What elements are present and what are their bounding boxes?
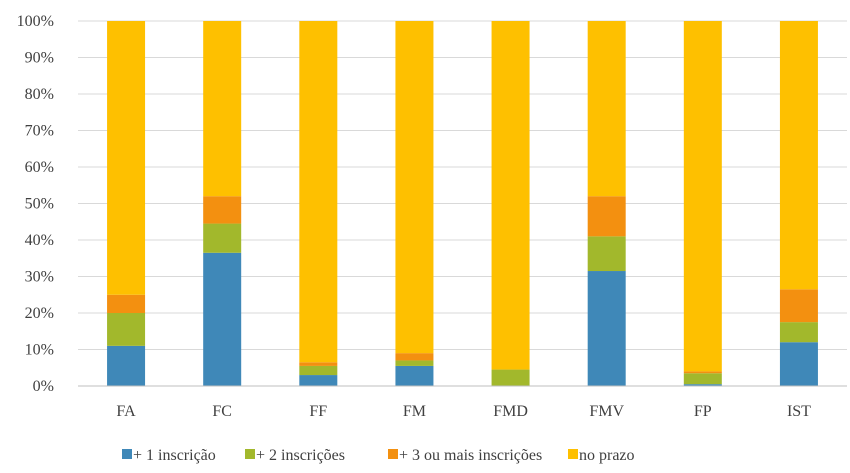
- bar-segment: [203, 196, 242, 224]
- bar-segment: [299, 365, 338, 376]
- x-tick-label: FA: [116, 403, 136, 420]
- bar-segment: [395, 21, 434, 354]
- y-tick-label: 100%: [17, 13, 54, 30]
- bar-segment: [779, 342, 818, 386]
- bar-segment: [299, 21, 338, 363]
- y-tick-label: 20%: [25, 305, 54, 322]
- bar-segment: [203, 21, 242, 197]
- bar-segment: [683, 384, 722, 386]
- gridlines: [78, 20, 847, 350]
- bar-segment: [107, 345, 146, 386]
- y-tick-label: 0%: [33, 378, 54, 395]
- y-tick-label: 60%: [25, 159, 54, 176]
- legend: + 1 inscrição + 2 inscrições + 3 ou mais i…: [122, 447, 635, 464]
- y-axis-ticks: 0% 10% 20% 30% 40% 50% 60% 70% 80% 90% 100%: [17, 13, 54, 395]
- legend-label: + 3 ou mais inscrições: [399, 447, 542, 464]
- bar-segment: [395, 360, 434, 366]
- x-axis-ticks: FA FC FF FM FMD FMV FP IST: [116, 403, 811, 420]
- bar-segment: [683, 373, 722, 385]
- bar-segment: [779, 21, 818, 290]
- x-tick-label: FMV: [589, 403, 624, 420]
- x-tick-label: IST: [787, 403, 811, 420]
- bar-segment: [107, 313, 146, 346]
- bar-segment: [491, 369, 530, 386]
- bar-segment: [587, 271, 626, 386]
- x-tick-label: FF: [309, 403, 327, 420]
- bar-segment: [683, 371, 722, 374]
- bar-segment: [587, 236, 626, 272]
- y-tick-label: 70%: [25, 123, 54, 140]
- bar-segment: [203, 223, 242, 253]
- bar-segment: [299, 375, 338, 386]
- bar-segment: [395, 353, 434, 361]
- legend-swatch: [388, 449, 398, 459]
- legend-label: + 1 inscrição: [133, 447, 216, 464]
- x-tick-label: FMD: [493, 403, 528, 420]
- bar-segment: [107, 294, 146, 313]
- x-tick-label: FM: [403, 403, 426, 420]
- y-tick-label: 80%: [25, 86, 54, 103]
- legend-label: no prazo: [579, 447, 635, 464]
- bar-segment: [587, 196, 626, 237]
- bar-segment: [779, 289, 818, 323]
- bar-segment: [491, 21, 530, 370]
- legend-label: + 2 inscrições: [256, 447, 345, 464]
- y-tick-label: 30%: [25, 269, 54, 286]
- bar-segment: [395, 365, 434, 386]
- bars: [107, 21, 818, 386]
- legend-swatch: [122, 449, 132, 459]
- y-tick-label: 50%: [25, 196, 54, 213]
- y-tick-label: 10%: [25, 342, 54, 359]
- legend-swatch: [568, 449, 578, 459]
- x-tick-label: FP: [694, 403, 712, 420]
- bar-segment: [683, 21, 722, 372]
- bar-segment: [779, 322, 818, 343]
- bar-segment: [587, 21, 626, 197]
- legend-swatch: [245, 449, 255, 459]
- x-tick-label: FC: [212, 403, 232, 420]
- bar-segment: [203, 252, 242, 386]
- y-tick-label: 90%: [25, 50, 54, 67]
- bar-segment: [107, 21, 146, 295]
- bar-segment: [299, 362, 338, 366]
- y-tick-label: 40%: [25, 232, 54, 249]
